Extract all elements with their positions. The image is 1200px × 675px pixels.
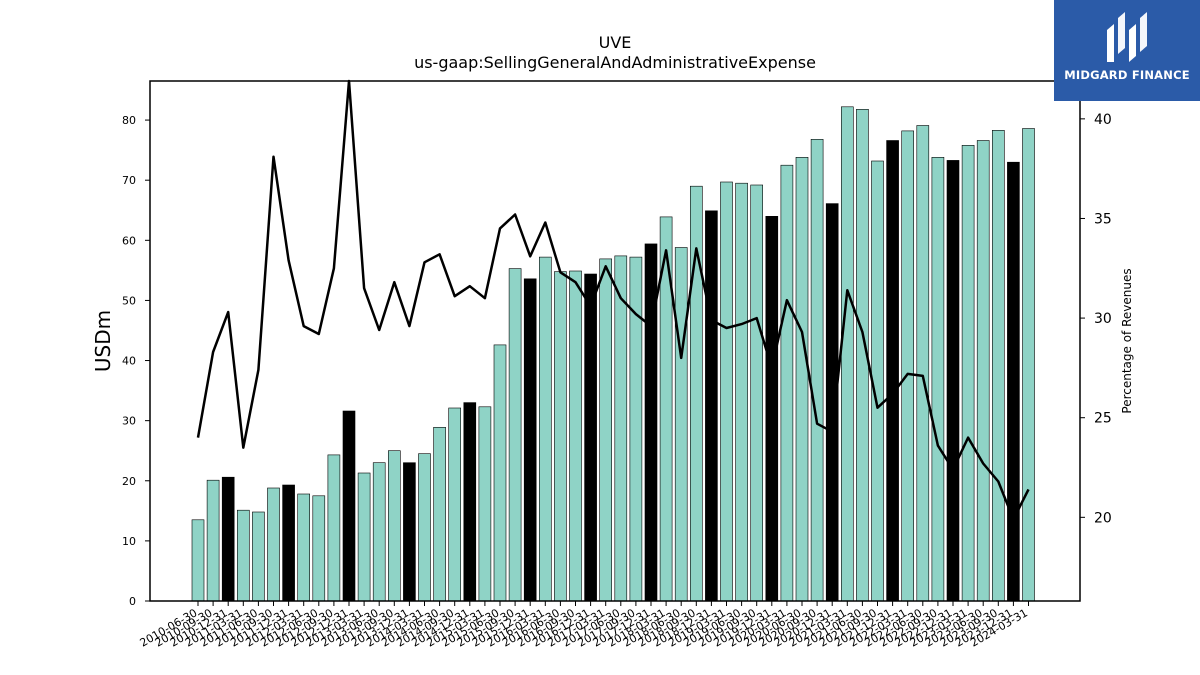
bar-2016-09-30 xyxy=(569,270,582,602)
bar-2010-09-30 xyxy=(206,479,220,602)
y-tick-label: 10 xyxy=(122,535,136,548)
bar-2022-12-31 xyxy=(946,160,960,602)
bar-2019-12-31 xyxy=(765,216,779,602)
bar-2022-03-31 xyxy=(901,130,915,602)
bar-2019-03-31 xyxy=(720,181,733,602)
bar-2023-06-30 xyxy=(976,140,990,602)
bar-2023-03-31 xyxy=(961,145,975,602)
bar-2017-12-31 xyxy=(644,243,658,602)
bar-2020-09-30 xyxy=(810,139,824,602)
y-tick-label: 20 xyxy=(122,475,136,488)
chart-subtitle: us-gaap:SellingGeneralAndAdministrativeE… xyxy=(414,53,816,72)
bar-2011-06-30 xyxy=(252,511,265,602)
bar-2016-12-31 xyxy=(584,273,597,602)
bar-2014-12-31 xyxy=(463,402,477,602)
brand-logo: MIDGARD FINANCE xyxy=(1054,0,1200,101)
y2-axis: 20 25 30 35 40 xyxy=(1080,112,1112,526)
bar-2021-12-31 xyxy=(886,140,899,602)
bar-2013-09-30 xyxy=(387,450,401,602)
logo-text: MIDGARD FINANCE xyxy=(1064,68,1190,82)
y2-tick-label: 40 xyxy=(1094,112,1112,128)
bar-2024-03-31 xyxy=(1022,128,1035,602)
plot-frame xyxy=(149,80,1081,602)
bar-2012-06-30 xyxy=(312,495,326,602)
bar-2016-06-30 xyxy=(554,271,567,602)
bar-2013-12-31 xyxy=(403,462,416,602)
y-tick-label: 80 xyxy=(122,114,136,127)
bar-2010-06-30 xyxy=(191,519,205,602)
y-axis-label: USDm xyxy=(91,310,115,372)
chart-title: UVE xyxy=(598,33,632,52)
bar-2012-03-31 xyxy=(297,493,311,602)
bar-2011-09-30 xyxy=(267,487,280,602)
bar-2015-03-31 xyxy=(478,406,492,602)
percentage-line xyxy=(196,79,1030,521)
bar-2017-03-31 xyxy=(599,258,613,602)
bar-2019-09-30 xyxy=(750,184,764,602)
bar-2015-12-31 xyxy=(523,278,537,602)
bar-2022-06-30 xyxy=(916,125,930,602)
bars-layer xyxy=(191,106,1035,602)
y2-tick-label: 25 xyxy=(1094,411,1112,427)
bar-2019-06-30 xyxy=(735,182,748,602)
y2-axis-label: Percentage of Revenues xyxy=(1120,268,1134,413)
bar-2023-12-31 xyxy=(1007,161,1020,602)
bar-2015-06-30 xyxy=(493,344,507,602)
y-axis: 0 10 20 30 40 50 60 70 80 xyxy=(122,114,150,608)
bar-2011-03-31 xyxy=(237,509,250,602)
bar-2018-12-31 xyxy=(705,210,718,602)
y-tick-label: 0 xyxy=(129,595,136,608)
bar-2016-03-31 xyxy=(538,256,552,602)
bar-2023-09-30 xyxy=(991,130,1005,602)
bar-2011-12-31 xyxy=(282,484,295,602)
bar-2022-09-30 xyxy=(931,157,945,602)
bar-2018-06-30 xyxy=(674,247,688,602)
bar-2014-06-30 xyxy=(433,426,446,602)
bar-2017-06-30 xyxy=(614,255,628,602)
y-tick-label: 60 xyxy=(122,234,136,247)
y-tick-label: 30 xyxy=(122,415,136,428)
y-tick-label: 40 xyxy=(122,355,136,368)
bar-2014-09-30 xyxy=(448,407,462,602)
bar-2012-09-30 xyxy=(327,454,341,602)
bar-2020-06-30 xyxy=(795,157,809,602)
bar-2014-03-31 xyxy=(418,453,431,602)
bar-2013-06-30 xyxy=(372,462,386,602)
y2-tick-label: 20 xyxy=(1094,510,1112,526)
bar-2021-03-31 xyxy=(840,106,854,602)
y-tick-label: 50 xyxy=(122,294,136,307)
bar-2020-03-31 xyxy=(780,164,794,602)
y2-tick-label: 30 xyxy=(1094,311,1112,327)
bar-2015-09-30 xyxy=(508,268,522,602)
bar-2013-03-31 xyxy=(357,472,371,602)
y2-tick-label: 35 xyxy=(1094,211,1112,227)
logo-mark-icon xyxy=(1107,12,1147,62)
y-tick-label: 70 xyxy=(122,174,136,187)
x-axis: 2010-06-302010-09-302010-12-312011-03-31… xyxy=(138,601,1030,650)
bar-2012-12-31 xyxy=(342,410,356,602)
line-layer xyxy=(196,79,1030,521)
bar-2010-12-31 xyxy=(221,476,235,602)
